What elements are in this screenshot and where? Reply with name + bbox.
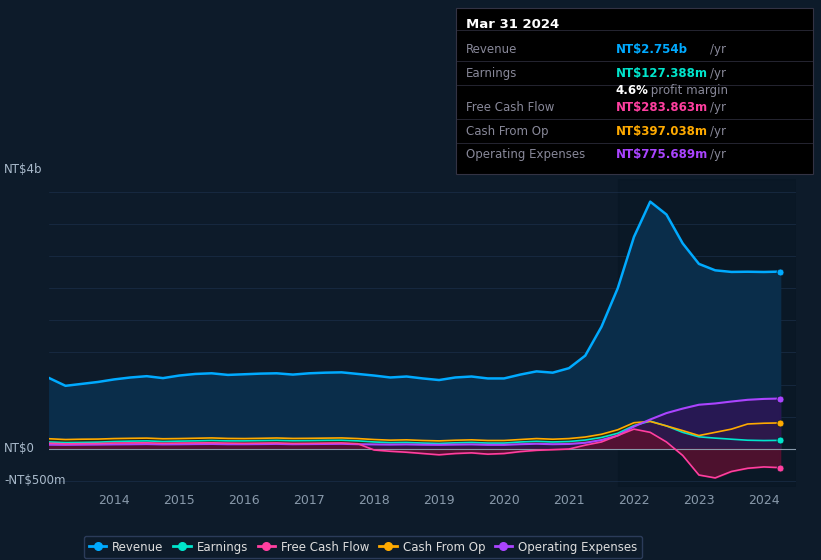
Text: NT$397.038m: NT$397.038m <box>616 125 708 138</box>
Legend: Revenue, Earnings, Free Cash Flow, Cash From Op, Operating Expenses: Revenue, Earnings, Free Cash Flow, Cash … <box>84 536 642 558</box>
Text: Cash From Op: Cash From Op <box>466 125 548 138</box>
Text: /yr: /yr <box>710 125 726 138</box>
Text: NT$127.388m: NT$127.388m <box>616 67 708 80</box>
Text: profit margin: profit margin <box>647 84 728 97</box>
Text: Earnings: Earnings <box>466 67 517 80</box>
Text: /yr: /yr <box>710 43 726 56</box>
Text: NT$775.689m: NT$775.689m <box>616 148 708 161</box>
Text: NT$283.863m: NT$283.863m <box>616 101 708 114</box>
Text: NT$4b: NT$4b <box>4 164 43 176</box>
Text: 4.6%: 4.6% <box>616 84 649 97</box>
Text: NT$2.754b: NT$2.754b <box>616 43 688 56</box>
Text: Revenue: Revenue <box>466 43 517 56</box>
Text: /yr: /yr <box>710 67 726 80</box>
Text: /yr: /yr <box>710 101 726 114</box>
Text: -NT$500m: -NT$500m <box>4 474 66 487</box>
Text: Mar 31 2024: Mar 31 2024 <box>466 18 559 31</box>
Text: NT$0: NT$0 <box>4 442 35 455</box>
Text: Free Cash Flow: Free Cash Flow <box>466 101 554 114</box>
Text: Operating Expenses: Operating Expenses <box>466 148 585 161</box>
Bar <box>617 179 796 487</box>
Text: /yr: /yr <box>710 148 726 161</box>
